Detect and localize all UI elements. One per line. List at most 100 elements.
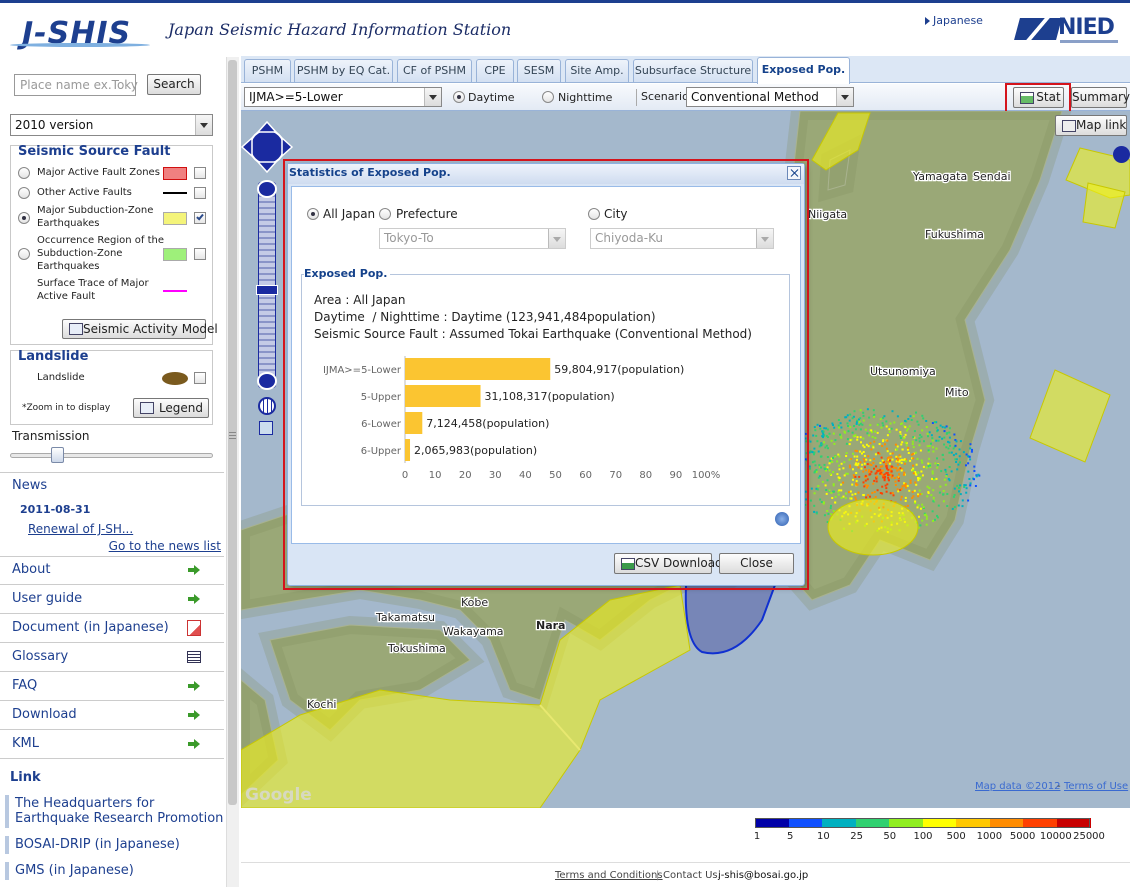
checkbox[interactable] <box>194 167 206 179</box>
radio[interactable] <box>588 208 600 220</box>
link[interactable]: FAQ <box>12 678 38 693</box>
button[interactable]: Map link <box>1055 115 1127 136</box>
link[interactable]: KML <box>12 736 39 751</box>
button[interactable]: CSV Download <box>614 553 723 574</box>
checkbox[interactable] <box>194 248 206 260</box>
link[interactable]: BOSAI-DRIP (in Japanese) <box>15 837 180 852</box>
radio[interactable] <box>307 208 319 220</box>
checkbox[interactable] <box>194 211 206 224</box>
globe-button[interactable] <box>258 397 276 415</box>
button[interactable]: Seismic Activity Model <box>62 319 218 339</box>
link[interactable]: User guide <box>12 591 83 606</box>
radio[interactable] <box>18 167 30 179</box>
exposure-cell <box>913 430 916 433</box>
radio[interactable] <box>18 211 30 224</box>
link[interactable]: Japanese <box>933 14 983 27</box>
tab[interactable]: PSHM <box>244 59 291 82</box>
button[interactable]: Summary <box>1071 87 1130 108</box>
exposure-cell <box>848 443 851 446</box>
link[interactable]: Terms and Conditions <box>555 870 663 881</box>
exposure-cell <box>876 431 879 434</box>
exposure-cell <box>868 473 871 476</box>
select[interactable]: 2010 version <box>10 114 213 136</box>
checkbox[interactable] <box>194 372 206 384</box>
button[interactable]: Close <box>719 553 794 574</box>
link[interactable]: Map data ©2012 <box>975 781 1061 792</box>
dialog-close[interactable] <box>787 166 801 180</box>
exposure-cell <box>951 507 954 510</box>
link[interactable]: Download <box>12 707 77 722</box>
exposure-cell <box>851 493 854 496</box>
button[interactable]: Legend <box>133 398 209 418</box>
link[interactable]: Go to the news list <box>108 539 221 553</box>
exposure-cell <box>821 435 824 438</box>
expand-button[interactable] <box>1113 146 1130 163</box>
refresh-button[interactable] <box>259 421 273 435</box>
exposure-cell <box>832 484 835 487</box>
divider <box>0 729 224 730</box>
exposure-cell <box>917 504 920 507</box>
exposure-cell <box>950 451 953 454</box>
exposure-cell <box>873 415 876 418</box>
radio[interactable] <box>379 208 391 220</box>
radio[interactable] <box>453 91 465 103</box>
exposure-cell <box>920 435 923 438</box>
exposure-cell <box>821 430 824 433</box>
tab[interactable]: Subsurface Structure <box>633 59 753 82</box>
radio[interactable] <box>542 91 554 103</box>
label: 10000 <box>1039 831 1072 842</box>
exposure-cell <box>858 475 861 478</box>
zoom-out[interactable] <box>257 372 277 390</box>
exposure-cell <box>876 470 879 472</box>
exposure-cell <box>891 474 894 477</box>
exposure-cell <box>932 450 935 453</box>
tab[interactable]: SESM <box>517 59 561 82</box>
radio[interactable] <box>18 248 30 260</box>
exposure-cell <box>822 433 825 436</box>
button[interactable]: Stat <box>1013 87 1064 108</box>
tab[interactable]: Exposed Pop. <box>757 57 850 84</box>
exposure-cell <box>914 451 917 454</box>
link[interactable]: About <box>12 562 51 577</box>
radio[interactable] <box>18 187 30 199</box>
link[interactable]: Terms of Use <box>1064 781 1129 792</box>
exposure-cell <box>929 464 931 467</box>
exposure-cell <box>886 467 888 470</box>
exposure-cell <box>856 458 858 461</box>
exposure-cell <box>959 461 961 464</box>
exposure-cell <box>859 417 862 420</box>
exposure-cell <box>897 490 900 493</box>
link[interactable]: Renewal of J-SH... <box>28 522 134 536</box>
checkbox[interactable] <box>194 187 206 199</box>
exposure-cell <box>908 425 911 428</box>
label: Earthquakes <box>37 261 100 272</box>
select[interactable]: Conventional Method <box>686 87 854 107</box>
link[interactable]: Earthquake Research Promotion <box>15 811 224 826</box>
zoom-thumb[interactable] <box>256 285 278 295</box>
select[interactable]: IJMA>=5-Lower <box>244 87 442 107</box>
exposure-cell <box>968 478 971 480</box>
slider-thumb[interactable] <box>51 447 64 463</box>
tab[interactable]: Site Amp. <box>565 59 629 82</box>
exposure-cell <box>909 481 912 484</box>
exposure-cell <box>911 469 914 472</box>
link[interactable]: GMS (in Japanese) <box>15 863 134 878</box>
exposure-cell <box>912 467 915 470</box>
exposure-cell <box>856 483 859 486</box>
provider-logo: Google <box>245 785 312 805</box>
zoom-in[interactable] <box>257 180 277 198</box>
search-input[interactable] <box>14 74 136 96</box>
link[interactable]: The Headquarters for <box>15 796 155 811</box>
tab[interactable]: PSHM by EQ Cat. <box>294 59 393 82</box>
exposure-cell <box>906 429 908 432</box>
exposure-cell <box>911 440 914 443</box>
exposure-cell <box>965 464 967 467</box>
button[interactable]: Search <box>147 74 201 95</box>
tab[interactable]: CF of PSHM <box>397 59 472 82</box>
link[interactable]: Glossary <box>12 649 69 664</box>
exposure-cell <box>932 519 934 522</box>
link[interactable]: Document (in Japanese) <box>12 620 169 635</box>
tab[interactable]: CPE <box>476 59 514 82</box>
exposure-cell <box>837 419 840 421</box>
